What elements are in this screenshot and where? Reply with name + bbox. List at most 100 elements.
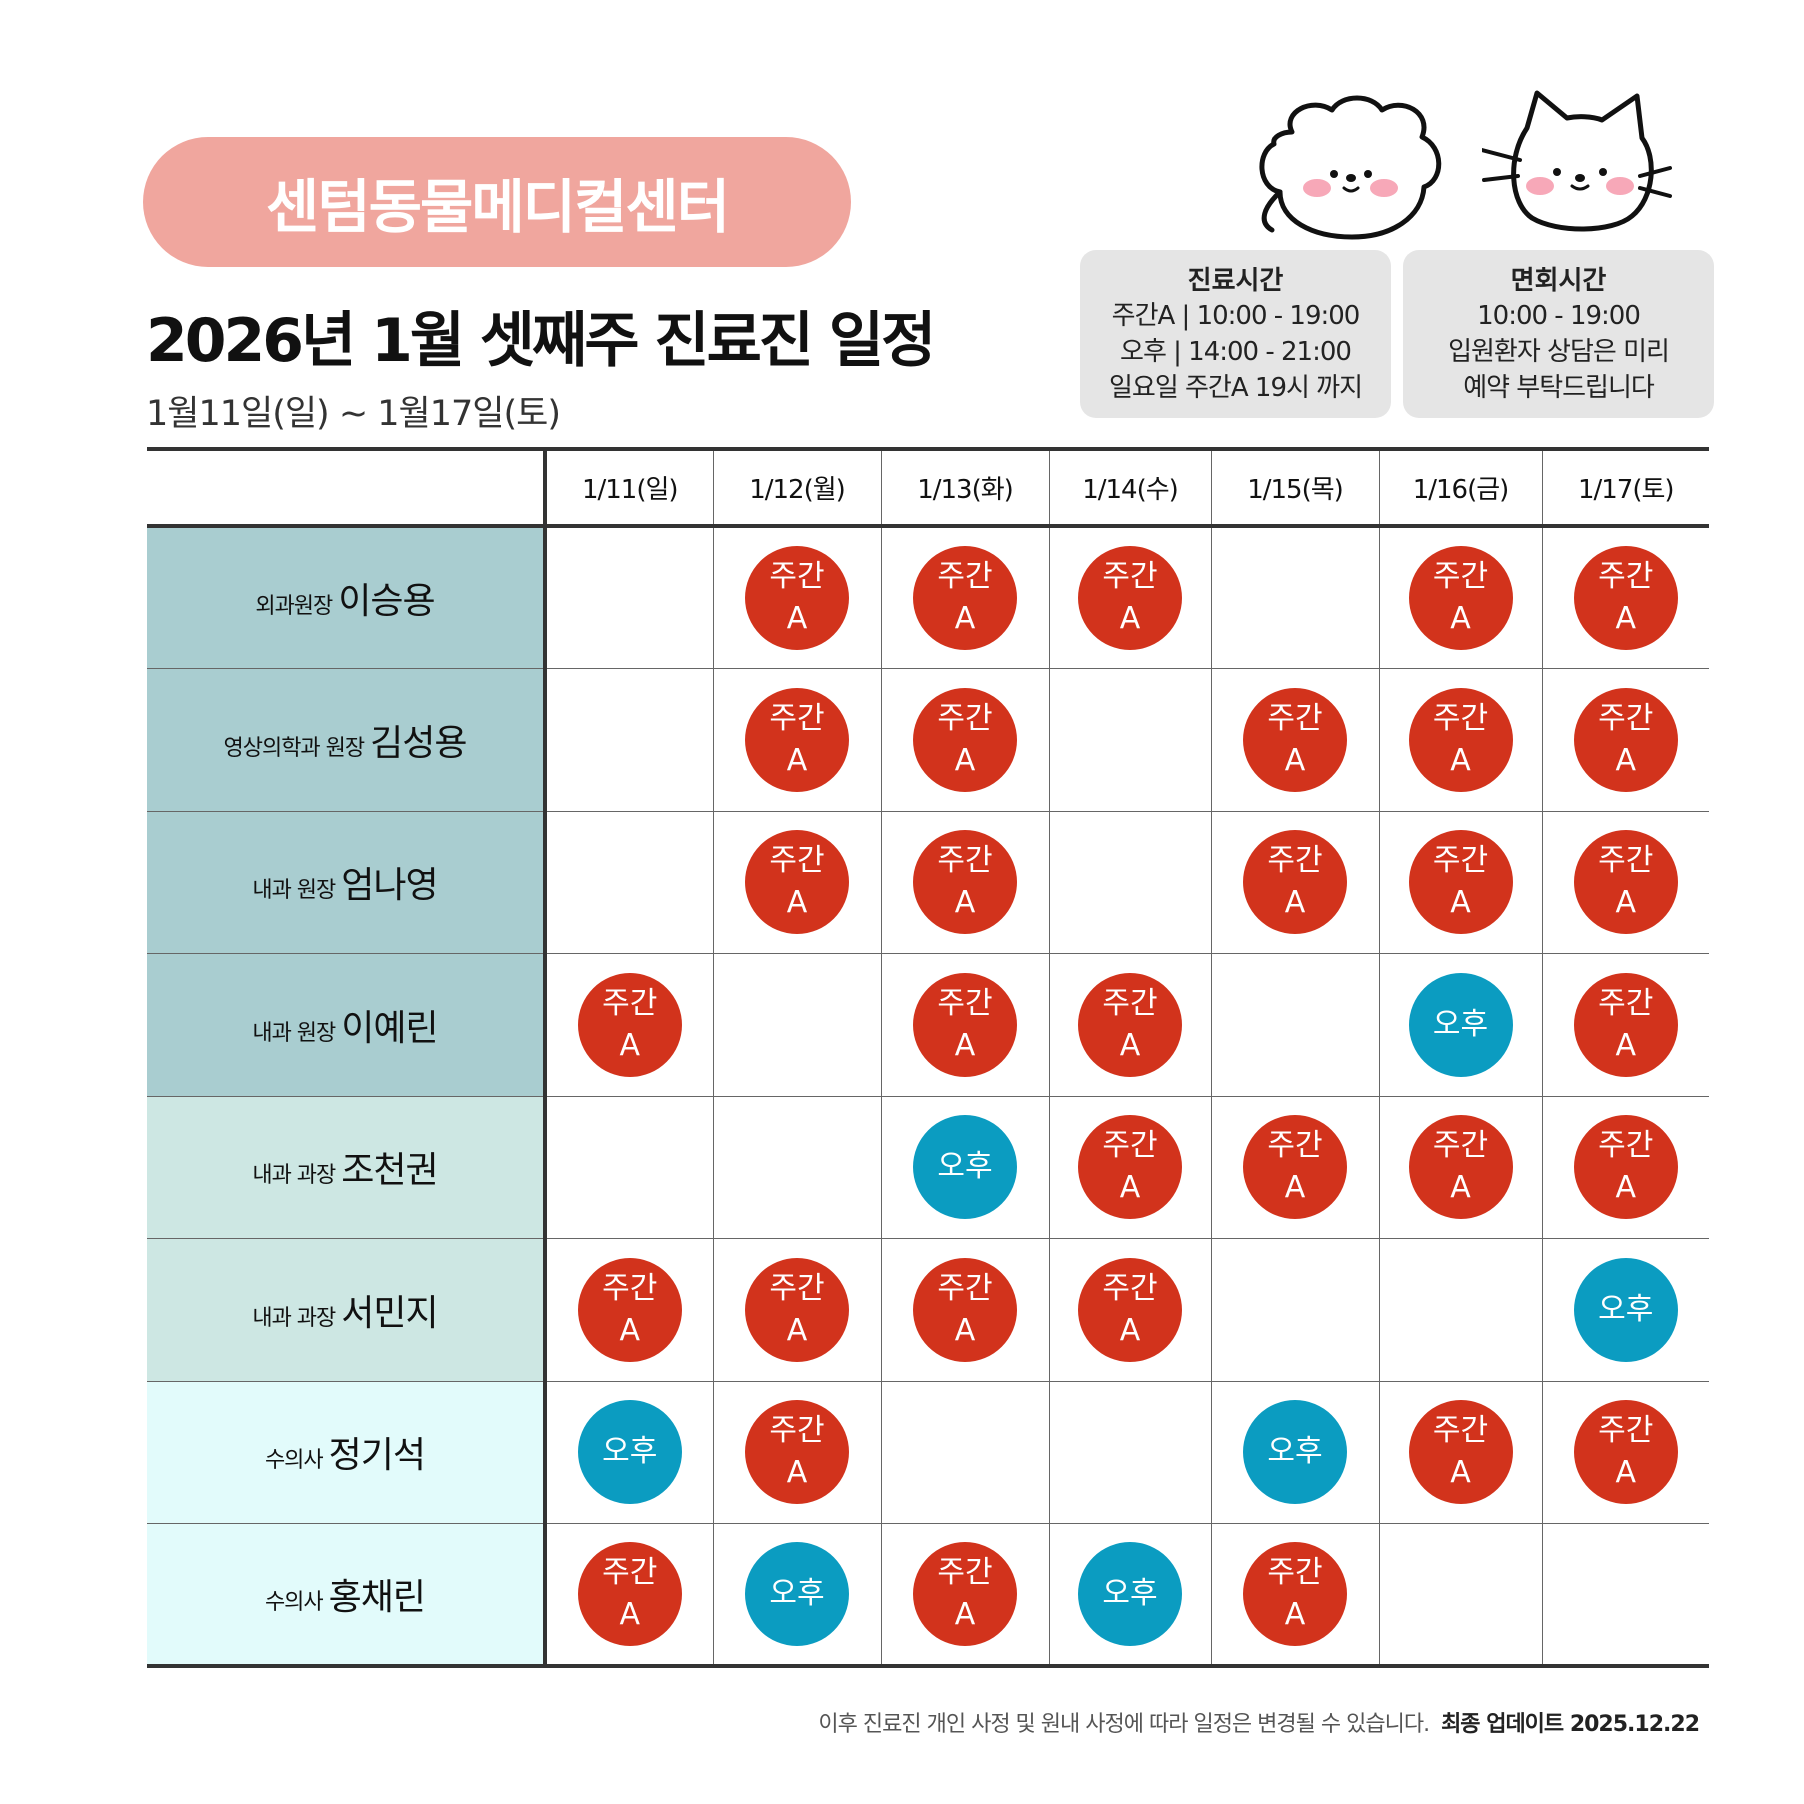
header-corner (147, 447, 547, 528)
shift-badge-afternoon: 오후 (1243, 1400, 1347, 1505)
shift-badge-day-a: 주간 A (1243, 830, 1347, 935)
badge-label: 주간 (1432, 1128, 1489, 1164)
last-updated: 최종 업데이트 2025.12.22 (1441, 1712, 1700, 1737)
badge-label: A (1450, 742, 1471, 778)
shift-badge-day-a: 주간 A (913, 972, 1017, 1077)
schedule-cell: 주간 A (1541, 1096, 1709, 1239)
shift-badge-day-a: 주간 A (1573, 1115, 1678, 1220)
badge-label: 주간 (937, 1555, 993, 1590)
shift-badge-day-a: 주간 A (1573, 830, 1678, 935)
badge-label: A (1615, 1455, 1637, 1491)
badge-label: 오후 (1598, 1291, 1654, 1327)
doctor-name: 이예린 (341, 1007, 438, 1049)
doctor-row: 외과원장 이승용 주간 A 주간 A 주간 A 주간 A 주간 A (147, 526, 1709, 669)
badge-label: A (1615, 601, 1637, 636)
badge-label: 주간 (1432, 1413, 1489, 1449)
schedule-cell: 주간 A (544, 953, 713, 1097)
doctor-name-cell: 수의사 정기석 (147, 1381, 547, 1524)
shift-badge-day-a: 주간 A (1243, 1542, 1347, 1646)
badge-label: 오후 (602, 1434, 658, 1470)
badge-label: 주간 (1598, 1128, 1654, 1164)
doctor-row: 내과 과장 서민지 주간 A 주간 A 주간 A 주간 A 오후 (147, 1238, 1709, 1382)
badge-label: A (954, 1597, 976, 1632)
doctor-name-cell: 외과원장 이승용 (147, 526, 547, 669)
schedule-cell: 주간 A (1541, 953, 1709, 1097)
badge-label: A (1284, 885, 1306, 921)
day-header-row: 1/11(일) 1/12(월) 1/13(화) 1/14(수) 1/15(목) … (147, 447, 1709, 528)
badge-label: 주간 (769, 843, 825, 879)
doctor-role: 내과 과장 (252, 1305, 336, 1331)
badge-label: 주간 (1102, 1128, 1158, 1164)
shift-badge-day-a: 주간 A (1573, 1400, 1678, 1505)
shift-badge-day-a: 주간 A (1243, 687, 1347, 792)
doctor-role: 외과원장 (255, 594, 333, 619)
badge-label: 주간 (1102, 1270, 1158, 1306)
shift-badge-day-a: 주간 A (1573, 972, 1678, 1077)
footer-note: 이후 진료진 개인 사정 및 원내 사정에 따라 일정은 변경될 수 있습니다.… (818, 1706, 1700, 1738)
doctor-row: 수의사 홍채린 주간 A 오후 주간 A 오후 주간 A (147, 1523, 1709, 1668)
badge-label: A (619, 1027, 641, 1063)
hours-line: 오후 | 14:00 - 21:00 (1120, 337, 1352, 367)
shift-badge-day-a: 주간 A (1408, 546, 1513, 650)
badge-label: 주간 (1102, 985, 1158, 1021)
schedule-cell: 주간 A (1541, 811, 1709, 954)
schedule-cell (712, 953, 881, 1097)
badge-label: 주간 (937, 700, 993, 736)
badge-label: A (954, 1027, 976, 1063)
schedule-cell: 주간 A (1378, 811, 1542, 954)
schedule-cell (1048, 811, 1211, 954)
schedule-cell: 주간 A (1210, 1096, 1379, 1239)
badge-label: 주간 (1267, 700, 1323, 736)
schedule-cell: 주간 A (712, 526, 881, 669)
badge-label: A (786, 601, 808, 636)
badge-label: 주간 (769, 1270, 825, 1306)
shift-badge-afternoon: 오후 (745, 1542, 849, 1646)
badge-label: A (786, 885, 808, 921)
day-header: 1/12(월) (712, 447, 881, 528)
hours-info-box: 진료시간 주간A | 10:00 - 19:00 오후 | 14:00 - 21… (1080, 250, 1391, 418)
schedule-cell: 주간 A (880, 811, 1049, 954)
schedule-cell: 주간 A (1048, 953, 1211, 1097)
shift-badge-day-a: 주간 A (745, 546, 849, 650)
visit-info-box: 면회시간 10:00 - 19:00 입원환자 상담은 미리 예약 부탁드립니다 (1403, 250, 1714, 418)
badge-label: A (619, 1597, 641, 1632)
visit-title: 면회시간 (1510, 266, 1607, 296)
schedule-cell: 주간 A (544, 1238, 713, 1382)
schedule-cell (1210, 953, 1379, 1097)
doctor-row: 영상의학과 원장 김성용 주간 A 주간 A 주간 A 주간 A 주간 A (147, 668, 1709, 812)
shift-badge-day-a: 주간 A (577, 1542, 682, 1646)
schedule-table: 1/11(일) 1/12(월) 1/13(화) 1/14(수) 1/15(목) … (147, 447, 1709, 1668)
doctor-name: 이승용 (338, 581, 435, 622)
badge-label: 주간 (1598, 985, 1654, 1021)
badge-label: 주간 (1598, 559, 1654, 594)
day-header: 1/13(화) (880, 447, 1049, 528)
shift-badge-day-a: 주간 A (913, 1542, 1017, 1646)
shift-badge-day-a: 주간 A (913, 1257, 1017, 1362)
schedule-cell (712, 1096, 881, 1239)
shift-badge-afternoon: 오후 (1573, 1257, 1678, 1362)
schedule-cell (544, 526, 713, 669)
badge-label: 주간 (1432, 843, 1489, 879)
footer-disclaimer: 이후 진료진 개인 사정 및 원내 사정에 따라 일정은 변경될 수 있습니다. (818, 1712, 1430, 1737)
badge-label: A (619, 1312, 641, 1348)
day-header: 1/11(일) (544, 447, 713, 528)
badge-label: A (954, 1312, 976, 1348)
badge-label: 주간 (1432, 700, 1489, 736)
doctor-role: 내과 원장 (252, 878, 336, 904)
shift-badge-day-a: 주간 A (1573, 546, 1678, 650)
shift-badge-afternoon: 오후 (913, 1115, 1017, 1220)
badge-label: 주간 (1267, 843, 1323, 879)
doctor-name-cell: 영상의학과 원장 김성용 (147, 668, 547, 812)
doctor-row: 내과 과장 조천권 오후 주간 A 주간 A 주간 A 주간 A (147, 1096, 1709, 1239)
shift-badge-day-a: 주간 A (1078, 546, 1182, 650)
cat-face-icon (1482, 90, 1672, 232)
badge-label: 주간 (937, 985, 993, 1021)
shift-badge-day-a: 주간 A (745, 687, 849, 792)
shift-badge-afternoon: 오후 (1078, 1542, 1182, 1646)
shift-badge-day-a: 주간 A (1078, 972, 1182, 1077)
schedule-cell: 주간 A (1541, 526, 1709, 669)
schedule-cell: 주간 A (712, 811, 881, 954)
doctor-role: 내과 원장 (252, 1020, 336, 1046)
badge-label: A (1450, 885, 1471, 921)
doctor-name: 서민지 (341, 1292, 438, 1334)
